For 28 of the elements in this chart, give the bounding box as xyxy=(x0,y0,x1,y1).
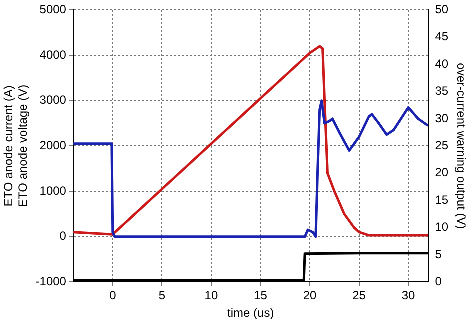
y-tick-label: 2000 xyxy=(40,138,67,153)
x-tick-label: 15 xyxy=(254,288,268,303)
x-tick-label: 20 xyxy=(303,288,317,303)
y2-tick-label: 0 xyxy=(435,274,442,289)
y2-tick-label: 45 xyxy=(435,30,449,44)
x-tick-label: 30 xyxy=(402,288,416,303)
y2-tick-label: 35 xyxy=(435,84,449,98)
y2-tick-label: 20 xyxy=(435,166,449,180)
y2-axis-title: over-current warning output (V) xyxy=(454,63,468,230)
y-tick-label: 4000 xyxy=(40,48,67,62)
y2-tick-label: 15 xyxy=(435,192,449,207)
y2-tick-label: 10 xyxy=(435,220,449,234)
y2-tick-label: 25 xyxy=(435,138,449,153)
y2-tick-label: 30 xyxy=(435,111,449,126)
x-tick-label: 5 xyxy=(158,288,166,303)
y-tick-label: 0 xyxy=(60,229,67,244)
y-tick-label: 5000 xyxy=(40,2,67,17)
y-tick-label: -1000 xyxy=(36,274,67,289)
x-axis-title: time (us) xyxy=(228,306,274,320)
y2-tick-label: 40 xyxy=(435,56,449,71)
y-tick-label: 3000 xyxy=(40,93,67,108)
x-tick-label: 0 xyxy=(110,288,117,303)
x-tick-label: 25 xyxy=(352,288,366,303)
x-tick-label: 10 xyxy=(204,288,218,303)
y2-tick-label: 50 xyxy=(435,2,449,17)
y2-tick-label: 5 xyxy=(435,247,442,262)
y-tick-label: 1000 xyxy=(40,184,67,198)
y-axis-title: ETO anode current (A) ETO anode voltage (V) xyxy=(2,84,30,208)
